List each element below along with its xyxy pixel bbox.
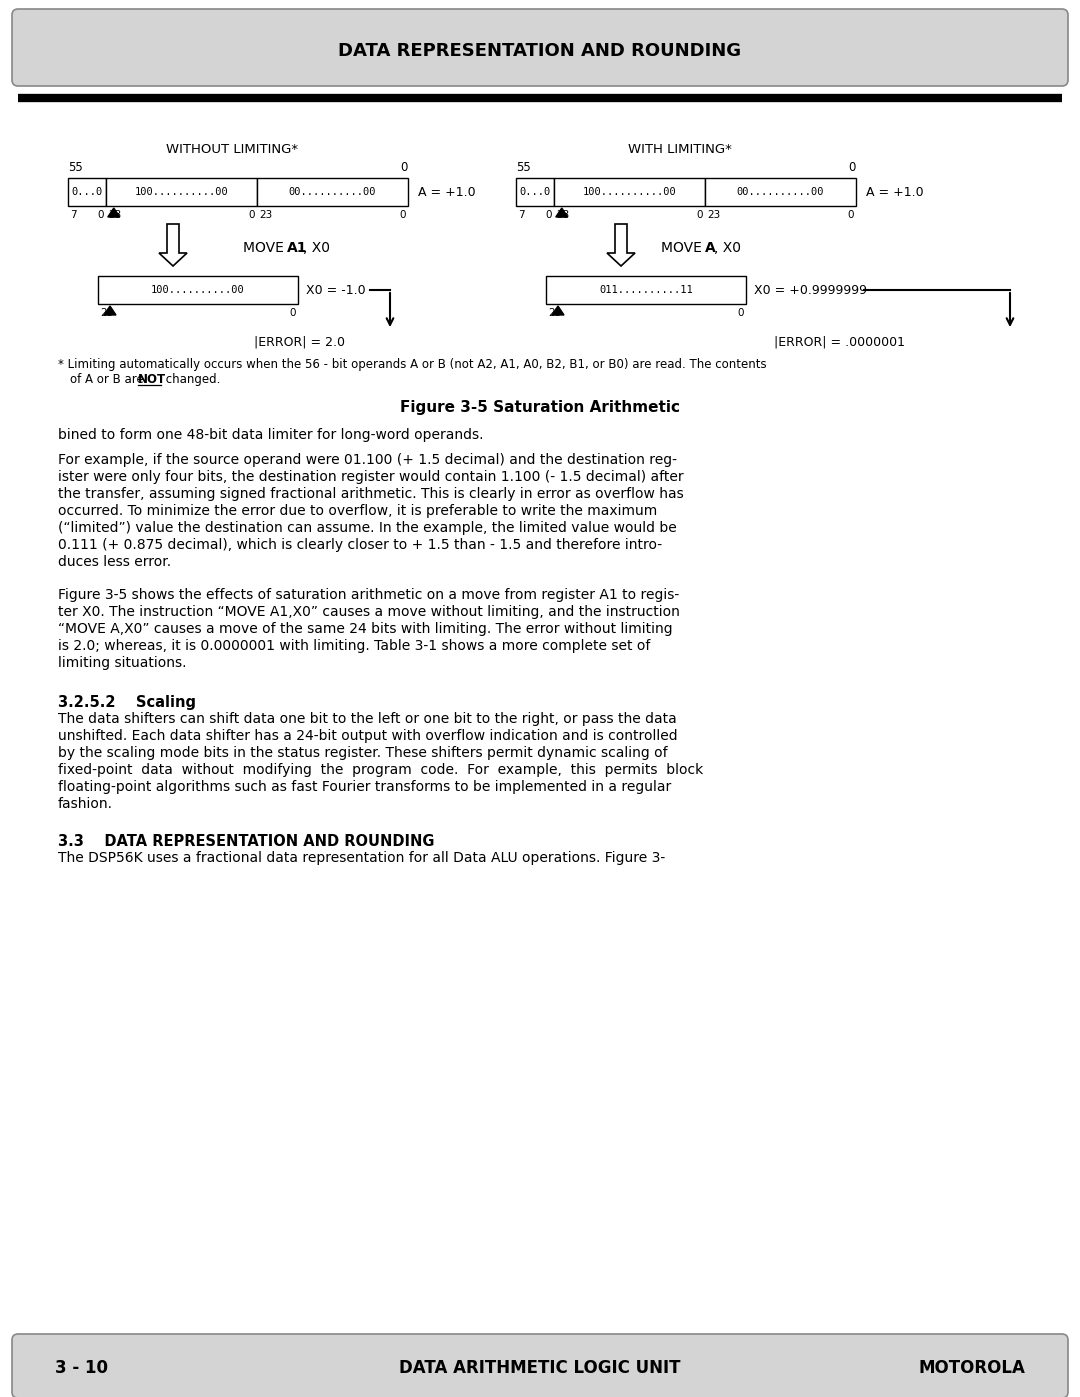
Text: “MOVE A,X0” causes a move of the same 24 bits with limiting. The error without l: “MOVE A,X0” causes a move of the same 24…: [58, 622, 673, 636]
Polygon shape: [104, 306, 116, 314]
Text: X0 = -1.0: X0 = -1.0: [306, 284, 366, 296]
Text: MOVE: MOVE: [661, 242, 706, 256]
Polygon shape: [108, 208, 120, 217]
Text: 0: 0: [738, 307, 744, 319]
Text: unshifted. Each data shifter has a 24-bit output with overflow indication and is: unshifted. Each data shifter has a 24-bi…: [58, 729, 677, 743]
Text: |ERROR| = 2.0: |ERROR| = 2.0: [255, 337, 346, 349]
Polygon shape: [556, 208, 568, 217]
Text: WITHOUT LIMITING*: WITHOUT LIMITING*: [166, 142, 298, 156]
Text: changed.: changed.: [162, 373, 220, 386]
Polygon shape: [607, 224, 635, 265]
Text: 3.2.5.2    Scaling: 3.2.5.2 Scaling: [58, 694, 195, 710]
Text: For example, if the source operand were 01.100 (+ 1.5 decimal) and the destinati: For example, if the source operand were …: [58, 453, 677, 467]
Text: MOTOROLA: MOTOROLA: [918, 1359, 1025, 1377]
Text: fixed-point  data  without  modifying  the  program  code.  For  example,  this : fixed-point data without modifying the p…: [58, 763, 703, 777]
Text: floating-point algorithms such as fast Fourier transforms to be implemented in a: floating-point algorithms such as fast F…: [58, 780, 672, 793]
Text: Figure 3-5 shows the effects of saturation arithmetic on a move from register A1: Figure 3-5 shows the effects of saturati…: [58, 588, 679, 602]
Text: 0: 0: [401, 161, 408, 175]
Text: X0 = +0.9999999: X0 = +0.9999999: [754, 284, 867, 296]
Text: A = +1.0: A = +1.0: [418, 186, 475, 198]
FancyBboxPatch shape: [12, 8, 1068, 87]
Text: occurred. To minimize the error due to overflow, it is preferable to write the m: occurred. To minimize the error due to o…: [58, 504, 658, 518]
Text: 0: 0: [400, 210, 406, 219]
Text: 23: 23: [108, 210, 121, 219]
Text: |ERROR| = .0000001: |ERROR| = .0000001: [774, 337, 905, 349]
Text: DATA REPRESENTATION AND ROUNDING: DATA REPRESENTATION AND ROUNDING: [338, 42, 742, 60]
Text: ister were only four bits, the destination register would contain 1.100 (- 1.5 d: ister were only four bits, the destinati…: [58, 469, 684, 483]
Text: A1: A1: [287, 242, 308, 256]
Text: 00..........00: 00..........00: [288, 187, 376, 197]
Text: 23: 23: [548, 307, 562, 319]
Text: 0: 0: [289, 307, 296, 319]
Text: 100..........00: 100..........00: [151, 285, 245, 295]
Text: (“limited”) value the destination can assume. In the example, the limited value : (“limited”) value the destination can as…: [58, 521, 677, 535]
Polygon shape: [552, 306, 564, 314]
Text: , X0: , X0: [714, 242, 741, 256]
Text: 7: 7: [70, 210, 77, 219]
Text: 0: 0: [97, 210, 104, 219]
Bar: [705, 177, 856, 205]
Text: duces less error.: duces less error.: [58, 555, 171, 569]
FancyBboxPatch shape: [12, 1334, 1068, 1397]
Bar: [68, 177, 106, 205]
Text: NOT: NOT: [138, 373, 166, 386]
Text: the transfer, assuming signed fractional arithmetic. This is clearly in error as: the transfer, assuming signed fractional…: [58, 488, 684, 502]
Bar: [546, 277, 746, 305]
Text: 23: 23: [100, 307, 113, 319]
Text: A = +1.0: A = +1.0: [866, 186, 923, 198]
Text: 0...0: 0...0: [519, 187, 551, 197]
Bar: [98, 277, 298, 305]
Text: 0: 0: [545, 210, 552, 219]
Text: of A or B are: of A or B are: [70, 373, 148, 386]
Text: 0: 0: [848, 210, 854, 219]
Text: 23: 23: [556, 210, 569, 219]
Text: bined to form one 48-bit data limiter for long-word operands.: bined to form one 48-bit data limiter fo…: [58, 427, 484, 441]
Bar: [106, 177, 257, 205]
Text: 55: 55: [68, 161, 83, 175]
Text: 55: 55: [516, 161, 530, 175]
Text: 100..........00: 100..........00: [134, 187, 228, 197]
Bar: [554, 177, 705, 205]
Text: 0: 0: [248, 210, 255, 219]
Text: A: A: [705, 242, 716, 256]
Text: limiting situations.: limiting situations.: [58, 657, 187, 671]
Text: 7: 7: [518, 210, 525, 219]
Text: Figure 3-5 Saturation Arithmetic: Figure 3-5 Saturation Arithmetic: [400, 400, 680, 415]
Text: The data shifters can shift data one bit to the left or one bit to the right, or: The data shifters can shift data one bit…: [58, 712, 677, 726]
Text: 23: 23: [259, 210, 272, 219]
Text: 0...0: 0...0: [71, 187, 103, 197]
Polygon shape: [159, 224, 187, 265]
Text: 100..........00: 100..........00: [582, 187, 676, 197]
Text: * Limiting automatically occurs when the 56 - bit operands A or B (not A2, A1, A: * Limiting automatically occurs when the…: [58, 358, 767, 372]
Text: 0: 0: [849, 161, 856, 175]
Text: 011..........11: 011..........11: [599, 285, 693, 295]
Bar: [257, 177, 408, 205]
Text: 0: 0: [697, 210, 703, 219]
Text: by the scaling mode bits in the status register. These shifters permit dynamic s: by the scaling mode bits in the status r…: [58, 746, 667, 760]
Text: DATA ARITHMETIC LOGIC UNIT: DATA ARITHMETIC LOGIC UNIT: [400, 1359, 680, 1377]
Text: 3.3    DATA REPRESENTATION AND ROUNDING: 3.3 DATA REPRESENTATION AND ROUNDING: [58, 834, 434, 849]
Text: MOVE: MOVE: [243, 242, 288, 256]
Text: 3 - 10: 3 - 10: [55, 1359, 108, 1377]
Text: is 2.0; whereas, it is 0.0000001 with limiting. Table 3-1 shows a more complete : is 2.0; whereas, it is 0.0000001 with li…: [58, 638, 650, 652]
Text: , X0: , X0: [303, 242, 330, 256]
Text: 00..........00: 00..........00: [737, 187, 824, 197]
Text: WITH LIMITING*: WITH LIMITING*: [629, 142, 732, 156]
Text: The DSP56K uses a fractional data representation for all Data ALU operations. Fi: The DSP56K uses a fractional data repres…: [58, 851, 665, 865]
Bar: [516, 177, 554, 205]
Text: fashion.: fashion.: [58, 798, 113, 812]
Text: 23: 23: [707, 210, 720, 219]
Text: ter X0. The instruction “MOVE A1,X0” causes a move without limiting, and the ins: ter X0. The instruction “MOVE A1,X0” cau…: [58, 605, 680, 619]
Text: 0.111 (+ 0.875 decimal), which is clearly closer to + 1.5 than - 1.5 and therefo: 0.111 (+ 0.875 decimal), which is clearl…: [58, 538, 662, 552]
